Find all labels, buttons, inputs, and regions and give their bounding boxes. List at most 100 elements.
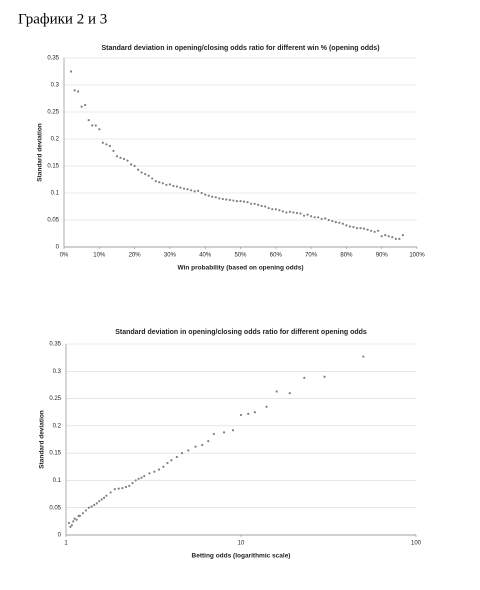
x-axis-title: Win probability (based on opening odds) [178, 265, 304, 272]
point [366, 228, 369, 231]
point [338, 221, 341, 224]
point [90, 505, 93, 508]
point [247, 412, 250, 415]
point [151, 177, 154, 180]
point [235, 200, 239, 203]
y-axis-title: Standard deviation [37, 123, 44, 182]
y-tick-label: 0.35 [47, 56, 59, 62]
point [271, 208, 274, 211]
point [348, 225, 352, 228]
point [108, 144, 111, 148]
point [299, 212, 302, 215]
point [398, 237, 401, 240]
y-tick-label: 0 [58, 533, 62, 539]
x-tick-label: 100% [409, 253, 425, 259]
point [341, 222, 344, 225]
point [119, 156, 122, 159]
point [182, 187, 186, 190]
point [288, 392, 291, 395]
point [362, 227, 366, 230]
point [84, 103, 87, 107]
point [274, 208, 277, 211]
y-axis-title: Standard deviation [39, 410, 46, 469]
point [87, 506, 90, 509]
point [285, 211, 288, 214]
point [122, 157, 126, 161]
y-tick-label: 0.25 [47, 110, 59, 116]
point [93, 503, 96, 507]
point [153, 470, 156, 473]
point [281, 210, 284, 213]
x-tick-label: 30% [164, 253, 177, 259]
point [334, 221, 337, 224]
x-tick-label: 60% [270, 253, 283, 259]
point [67, 521, 71, 525]
point [157, 468, 161, 471]
point [327, 218, 330, 222]
point [384, 234, 387, 237]
point [100, 498, 103, 501]
point [221, 197, 224, 201]
point [95, 502, 98, 505]
point [112, 149, 115, 152]
point [222, 431, 226, 434]
point [102, 496, 106, 499]
x-axis-title: Betting odds (logarithmic scale) [192, 553, 291, 560]
x-tick-label: 70% [305, 253, 318, 259]
point [75, 518, 78, 521]
point [306, 213, 309, 216]
point [117, 487, 120, 490]
x-tick-label: 100 [411, 541, 422, 547]
point [187, 449, 190, 452]
point [373, 230, 376, 233]
point [144, 173, 147, 176]
x-tick-label: 0% [60, 253, 69, 259]
point [370, 229, 373, 232]
point [380, 235, 383, 238]
point [225, 198, 228, 201]
point [275, 390, 278, 393]
point [115, 155, 119, 158]
point [172, 184, 175, 188]
point [105, 143, 108, 146]
point [288, 210, 292, 213]
point [355, 227, 359, 230]
point [218, 197, 221, 200]
point [168, 183, 171, 186]
point [101, 141, 104, 144]
x-tick-label: 80% [340, 253, 353, 259]
point [362, 355, 365, 358]
point [140, 171, 143, 174]
point [292, 211, 295, 214]
y-tick-label: 0.15 [49, 451, 61, 457]
point [323, 375, 326, 378]
point [77, 90, 80, 93]
y-tick-label: 0 [56, 245, 60, 251]
point [147, 174, 150, 177]
point [387, 235, 390, 238]
point [175, 455, 178, 459]
y-tick-label: 0.15 [47, 164, 59, 170]
point [70, 524, 73, 527]
y-tick-label: 0.2 [51, 137, 60, 143]
point [148, 472, 151, 475]
point [69, 70, 73, 73]
point [207, 440, 210, 443]
x-tick-label: 40% [199, 253, 212, 259]
y-tick-label: 0.1 [51, 191, 60, 197]
point [161, 182, 164, 185]
x-tick-label: 20% [129, 253, 142, 259]
point [175, 185, 179, 188]
point [113, 488, 116, 491]
x-tick-label: 10 [238, 541, 245, 547]
point [201, 443, 204, 447]
point [143, 474, 146, 478]
point [80, 105, 83, 108]
point [134, 479, 137, 482]
point [246, 201, 249, 204]
point [128, 484, 131, 487]
point [166, 461, 169, 465]
point [179, 186, 182, 189]
point [91, 124, 94, 127]
